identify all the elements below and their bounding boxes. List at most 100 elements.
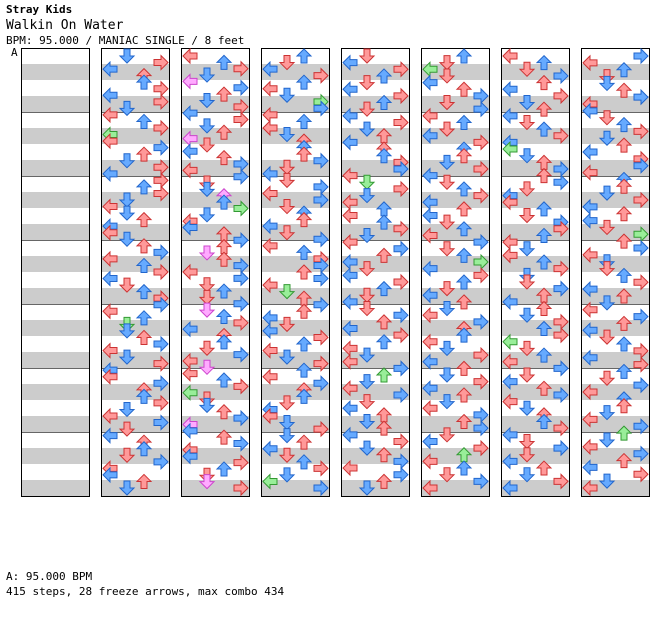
arrow-left-icon bbox=[502, 81, 518, 98]
arrow-down-icon bbox=[598, 130, 616, 146]
arrow-up-icon bbox=[615, 206, 633, 222]
arrow-up-icon bbox=[215, 124, 233, 140]
arrow-shape bbox=[598, 405, 616, 421]
arrow-shape bbox=[518, 95, 536, 111]
arrow-right-icon bbox=[153, 335, 169, 353]
arrow-shape bbox=[473, 134, 489, 151]
arrow-shape bbox=[633, 123, 649, 140]
arrow-shape bbox=[535, 300, 553, 317]
step-chart bbox=[21, 47, 650, 497]
arrow-left-icon bbox=[342, 380, 358, 397]
arrow-down-icon bbox=[278, 467, 296, 483]
arrow-shape bbox=[262, 60, 278, 78]
arrow-right-icon bbox=[153, 453, 169, 471]
beat-band bbox=[102, 224, 169, 240]
arrow-shape bbox=[215, 86, 233, 102]
arrow-shape bbox=[135, 283, 153, 300]
arrow-shape bbox=[342, 320, 358, 337]
arrow-left-icon bbox=[102, 132, 118, 150]
arrow-shape bbox=[102, 250, 118, 268]
arrow-shape bbox=[153, 263, 169, 281]
arrow-shape bbox=[502, 247, 518, 264]
arrow-shape bbox=[295, 388, 313, 404]
beat-band bbox=[502, 192, 569, 208]
arrow-shape bbox=[393, 180, 409, 198]
arrow-shape bbox=[313, 329, 329, 346]
arrow-shape bbox=[615, 82, 633, 98]
arrow-shape bbox=[118, 447, 136, 463]
beat-band bbox=[102, 384, 169, 400]
arrow-left-icon bbox=[262, 119, 278, 137]
arrow-shape bbox=[233, 314, 249, 332]
arrow-shape bbox=[153, 453, 169, 471]
beat-band bbox=[22, 352, 89, 368]
arrow-right-icon bbox=[233, 435, 249, 452]
beat-band bbox=[102, 448, 169, 464]
arrow-right-icon bbox=[233, 346, 249, 363]
arrow-shape bbox=[153, 335, 169, 353]
arrow-up-icon bbox=[455, 48, 473, 64]
arrow-shape bbox=[535, 380, 553, 396]
arrow-up-icon bbox=[295, 434, 313, 450]
arrow-left-icon bbox=[502, 107, 518, 125]
arrow-down-icon bbox=[358, 227, 376, 244]
arrow-shape bbox=[422, 74, 438, 91]
arrow-shape bbox=[535, 101, 553, 117]
arrow-left-icon bbox=[422, 107, 438, 125]
arrow-shape bbox=[153, 355, 169, 372]
beat-band bbox=[422, 256, 489, 272]
arrow-shape bbox=[358, 301, 376, 317]
arrow-shape bbox=[582, 349, 598, 366]
arrow-shape bbox=[233, 232, 249, 249]
arrow-right-icon bbox=[473, 233, 489, 251]
arrow-shape bbox=[102, 368, 118, 385]
arrow-shape bbox=[118, 277, 136, 293]
beat-band bbox=[582, 256, 649, 272]
arrow-left-icon bbox=[502, 47, 518, 65]
arrow-shape bbox=[295, 48, 313, 64]
arrow-down-icon bbox=[118, 100, 136, 117]
arrow-shape bbox=[118, 401, 136, 418]
arrow-left-icon bbox=[102, 303, 118, 320]
arrow-right-icon bbox=[313, 67, 329, 84]
arrow-shape bbox=[278, 225, 296, 241]
arrow-shape bbox=[215, 251, 233, 267]
arrow-left-icon bbox=[422, 353, 438, 370]
arrow-up-icon bbox=[615, 267, 633, 283]
beat-band bbox=[342, 128, 409, 144]
arrow-up-icon bbox=[295, 48, 313, 64]
beat-band bbox=[342, 160, 409, 176]
beat-band bbox=[182, 416, 249, 432]
arrow-shape bbox=[518, 114, 536, 131]
arrow-left-icon bbox=[182, 162, 198, 179]
arrow-shape bbox=[455, 247, 473, 263]
arrow-up-icon bbox=[455, 221, 473, 237]
arrow-shape bbox=[135, 238, 153, 254]
arrow-right-icon bbox=[473, 373, 489, 390]
arrow-right-icon bbox=[393, 61, 409, 78]
arrow-down-icon bbox=[198, 277, 216, 293]
beat-band bbox=[502, 224, 569, 240]
arrow-up-icon bbox=[455, 247, 473, 263]
arrow-left-icon bbox=[182, 73, 198, 90]
beat-band bbox=[502, 256, 569, 272]
column-border bbox=[181, 48, 250, 497]
beat-band bbox=[262, 96, 329, 112]
arrow-down-icon bbox=[118, 323, 136, 339]
arrow-right-icon bbox=[393, 87, 409, 105]
arrow-down-icon bbox=[118, 153, 136, 169]
arrow-shape bbox=[615, 116, 633, 133]
arrow-shape bbox=[358, 480, 376, 496]
beat-band bbox=[342, 96, 409, 112]
arrow-shape bbox=[375, 214, 393, 230]
arrow-shape bbox=[215, 334, 233, 350]
arrow-down-icon bbox=[598, 432, 616, 448]
arrow-shape bbox=[215, 461, 233, 477]
beat-band bbox=[422, 192, 489, 208]
arrow-shape bbox=[182, 162, 198, 179]
arrow-shape bbox=[455, 327, 473, 343]
arrow-left-icon bbox=[582, 164, 598, 181]
arrow-shape bbox=[198, 118, 216, 134]
arrow-left-icon bbox=[502, 393, 518, 410]
arrow-shape bbox=[422, 260, 438, 277]
